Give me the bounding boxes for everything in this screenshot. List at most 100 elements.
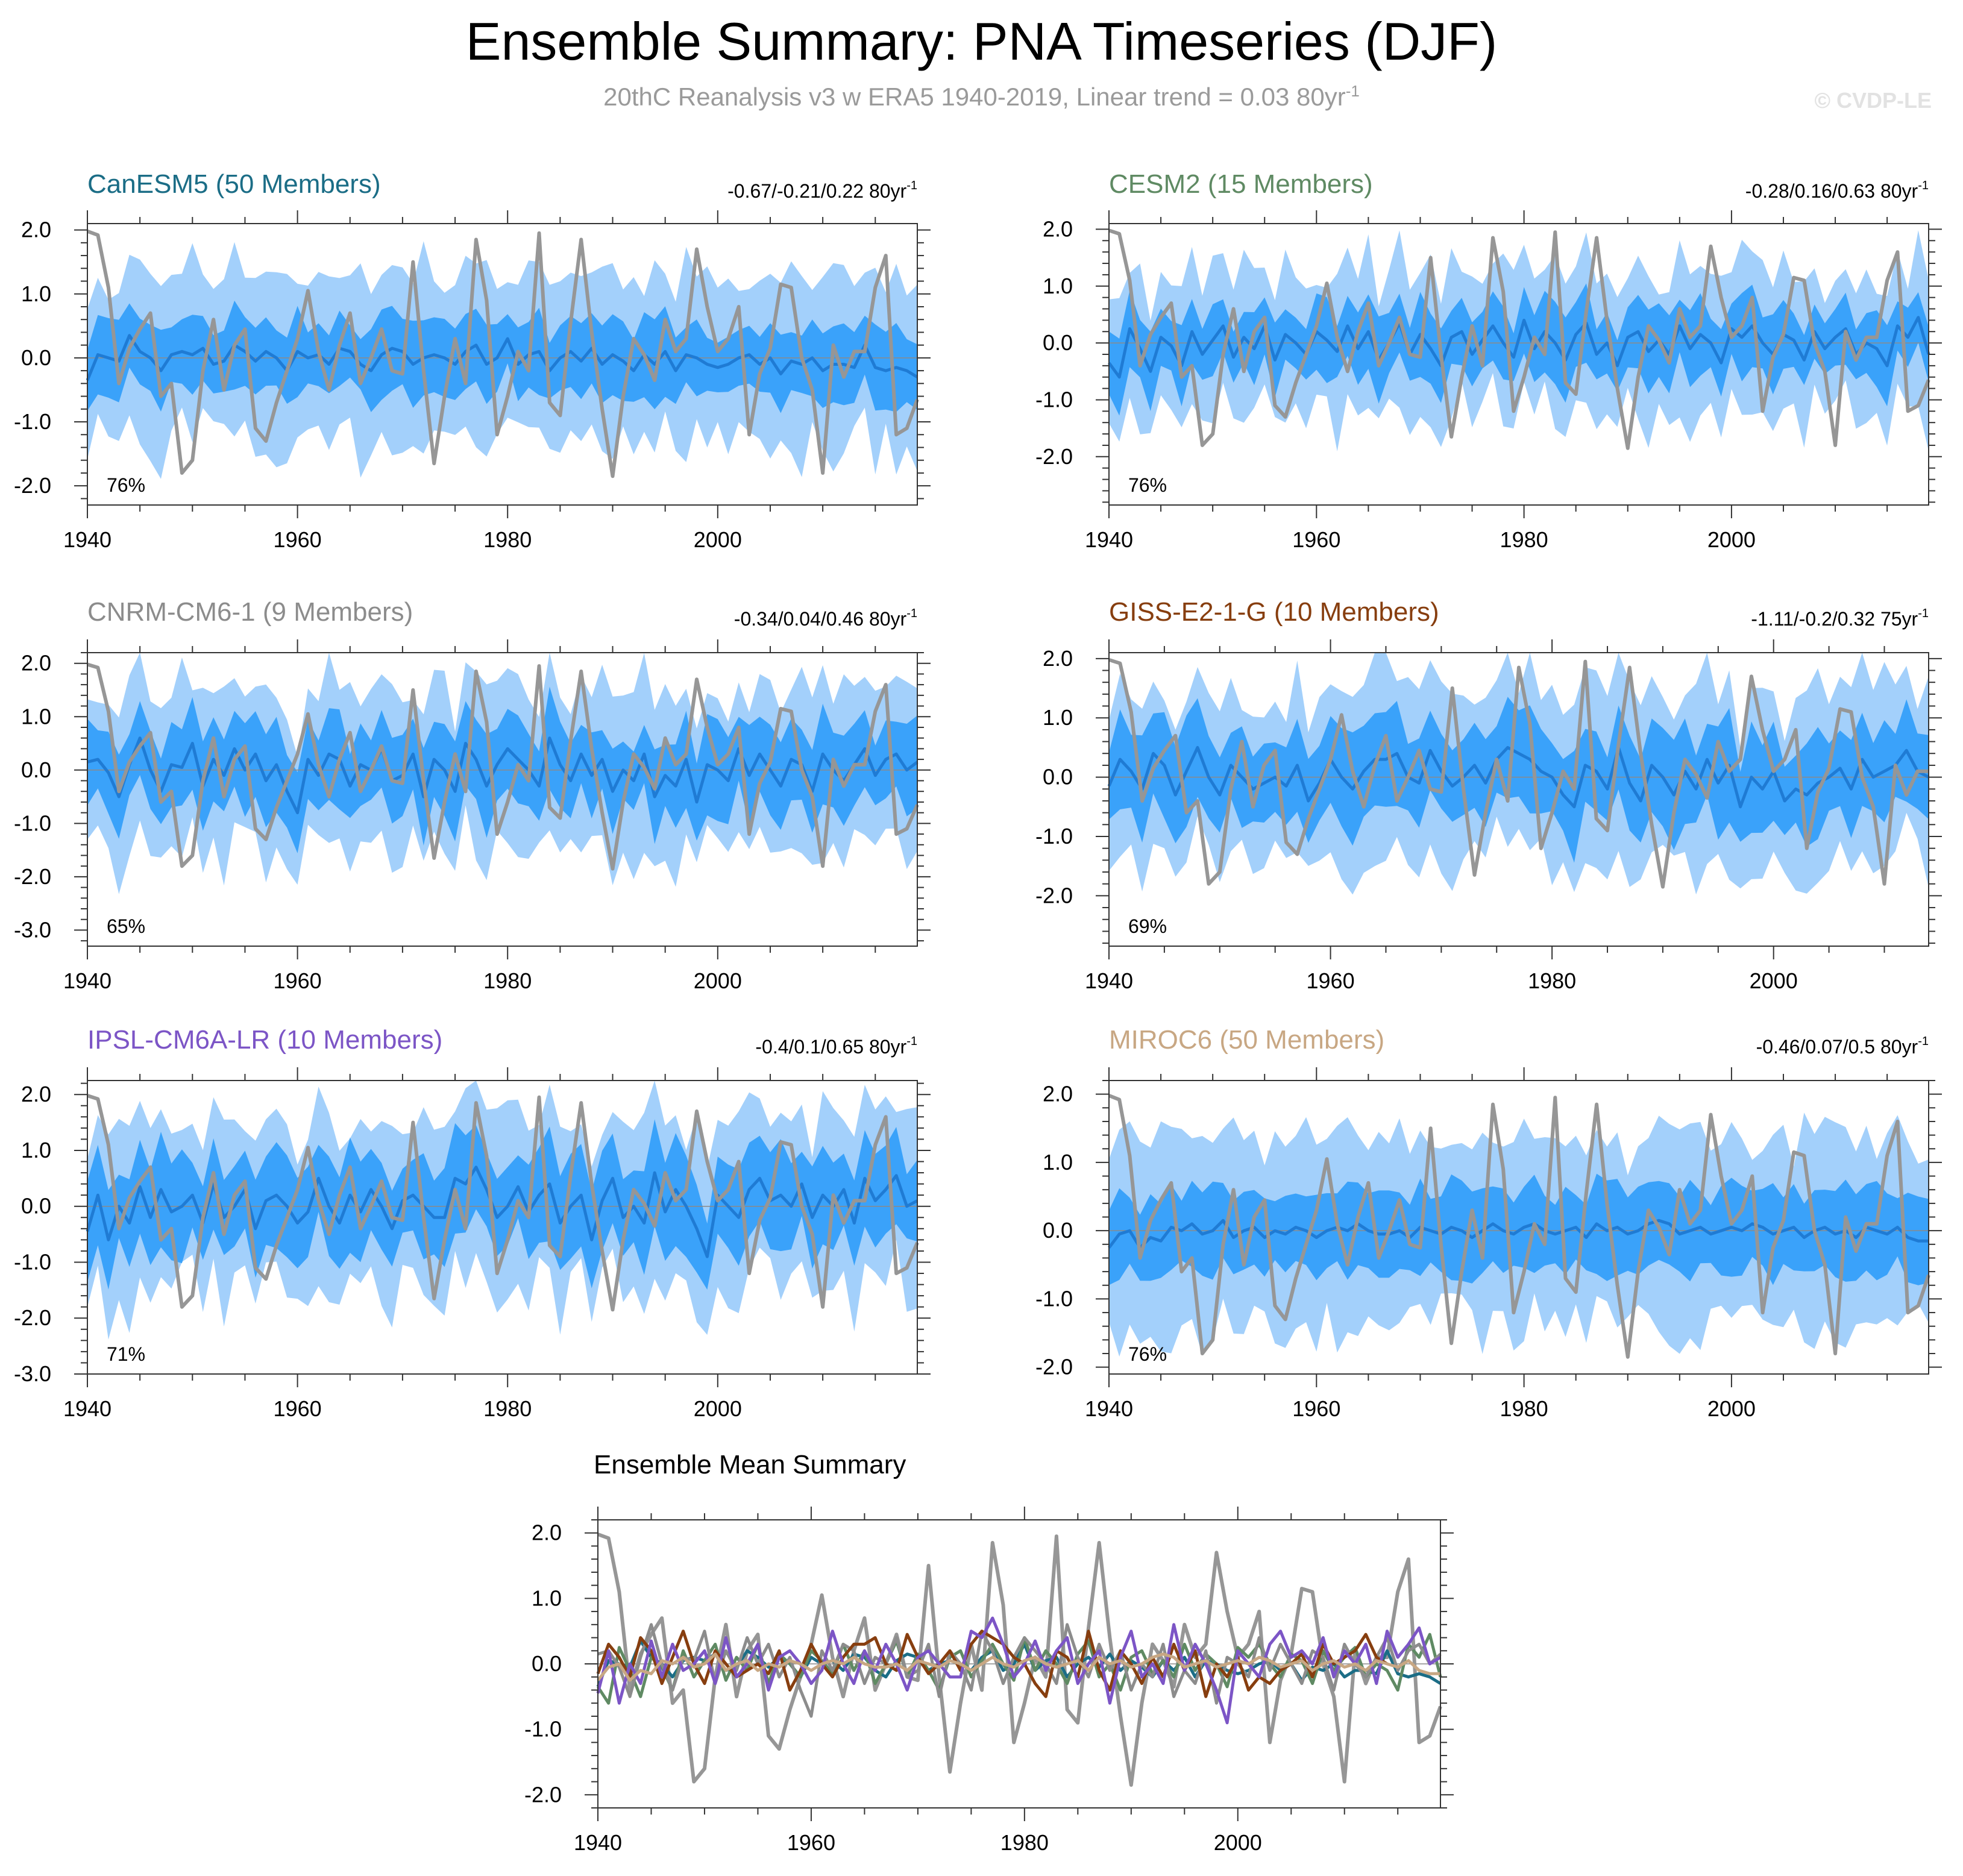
- chart-panel-miroc6: -2.0 -1.0 0.0 1.0 2.0 1940 1960 1980 2000 MIROC6 …: [1035, 1025, 1942, 1421]
- y-tick-label: -1.0: [14, 1249, 51, 1274]
- x-tick-label: 1980: [1500, 527, 1548, 552]
- ensemble-mean-line-cnrm: [597, 1623, 1442, 1718]
- observed-line: [1108, 228, 1930, 450]
- y-tick-label: 2.0: [1043, 646, 1073, 671]
- y-tick-label: 0.0: [1043, 1218, 1073, 1243]
- trend-label: -0.67/-0.21/0.22 80yr-1: [727, 179, 917, 202]
- y-tick-label: -1.0: [14, 811, 51, 835]
- ensemble-mean-line: [87, 736, 919, 815]
- y-tick-label: -2.0: [1035, 1355, 1073, 1379]
- trend-label-exponent: -1: [1918, 1035, 1929, 1048]
- x-tick-label: 1940: [63, 527, 111, 552]
- observed-line: [1108, 657, 1929, 889]
- percent-label: 69%: [1128, 915, 1167, 937]
- x-tick-label: 1940: [574, 1830, 622, 1855]
- panel-title: CNRM-CM6-1 (9 Members): [87, 597, 413, 627]
- y-tick-label: 1.0: [1043, 705, 1073, 730]
- y-tick-label: -2.0: [14, 473, 51, 498]
- y-tick-label: 1.0: [532, 1586, 562, 1610]
- plot-frame: [1108, 223, 1929, 506]
- trend-label: -0.4/0.1/0.65 80yr-1: [755, 1035, 917, 1058]
- x-tick-label: 1980: [483, 1396, 532, 1421]
- x-tick-label: 2000: [694, 968, 742, 993]
- y-tick-label: -3.0: [14, 1361, 51, 1386]
- trend-label: -0.46/0.07/0.5 80yr-1: [1756, 1035, 1929, 1058]
- ensemble-interquartile-band: [1109, 697, 1929, 863]
- page-title: Ensemble Summary: PNA Timeseries (DJF): [465, 11, 1498, 71]
- trend-label-exponent: -1: [906, 179, 917, 192]
- y-tick-label: 0.0: [1043, 765, 1073, 789]
- x-tick-label: 2000: [1707, 1396, 1756, 1421]
- subtitle-exponent: -1: [1345, 82, 1360, 100]
- y-tick-label: -1.0: [1035, 387, 1073, 412]
- percent-label: 71%: [107, 1343, 145, 1365]
- ensemble-mean-line: [86, 1165, 919, 1258]
- x-tick-label: 1980: [1000, 1830, 1049, 1855]
- y-tick-label: 0.0: [1043, 330, 1073, 355]
- chart-panel-canesm5: -2.0 -1.0 0.0 1.0 2.0 1940 1960 1980 2000 CanESM5…: [14, 169, 931, 552]
- trend-label-exponent: -1: [906, 1035, 917, 1048]
- plot-frame: [1108, 652, 1929, 947]
- y-tick-label: -1.0: [1035, 1286, 1073, 1311]
- x-tick-label: 2000: [1750, 968, 1798, 993]
- trend-label-text: -1.11/-0.2/0.32 75yr: [1751, 608, 1918, 630]
- x-tick-label: 2000: [1214, 1830, 1262, 1855]
- x-tick-label: 1960: [274, 527, 322, 552]
- trend-label-text: -0.67/-0.21/0.22 80yr: [727, 180, 906, 202]
- x-tick-label: 1960: [787, 1830, 835, 1855]
- x-tick-label: 1980: [483, 527, 532, 552]
- y-tick-label: 0.0: [21, 1194, 51, 1219]
- x-tick-label: 1960: [1292, 527, 1340, 552]
- y-tick-label: -2.0: [1035, 883, 1073, 908]
- trend-label: -0.28/0.16/0.63 80yr-1: [1745, 179, 1929, 202]
- chart-panel-giss: -2.0 -1.0 0.0 1.0 2.0 1940 1960 1980 2000 GISS-E2…: [1035, 597, 1942, 993]
- plot-frame: [87, 652, 918, 947]
- trend-label-text: -0.46/0.07/0.5 80yr: [1756, 1036, 1918, 1058]
- x-tick-label: 1980: [1500, 1396, 1548, 1421]
- x-tick-label: 1960: [274, 1396, 322, 1421]
- y-tick-label: 2.0: [1043, 216, 1073, 241]
- ensemble-interquartile-band: [87, 300, 917, 413]
- ensemble-mean-line: [1107, 745, 1930, 809]
- y-tick-label: 0.0: [532, 1651, 562, 1676]
- y-tick-label: 1.0: [21, 281, 51, 306]
- x-tick-label: 1940: [63, 968, 111, 993]
- ensemble-mean-line: [86, 334, 919, 381]
- y-tick-label: -1.0: [1035, 824, 1073, 849]
- y-tick-label: -3.0: [14, 917, 51, 942]
- x-tick-label: 2000: [694, 527, 742, 552]
- trend-label-exponent: -1: [1918, 607, 1929, 620]
- y-tick-label: 2.0: [21, 218, 51, 242]
- y-tick-label: -1.0: [524, 1717, 562, 1742]
- x-tick-label: 1980: [1528, 968, 1576, 993]
- x-tick-label: 1980: [483, 968, 532, 993]
- ensemble-mean-line-miroc6: [597, 1652, 1440, 1682]
- chart-panel-cnrm: -3.0 -2.0 -1.0 0.0 1.0 2.0 1940 1960 1980 2000 CNR…: [14, 597, 931, 993]
- plot-frame: [1108, 1080, 1929, 1375]
- y-tick-label: -2.0: [14, 864, 51, 889]
- chart-panel-cesm2: -2.0 -1.0 0.0 1.0 2.0 1940 1960 1980 2000 CESM2 (…: [1035, 169, 1942, 552]
- observed-line: [87, 1094, 919, 1312]
- y-tick-label: 1.0: [21, 704, 51, 729]
- x-tick-label: 1940: [1085, 968, 1133, 993]
- y-tick-label: 2.0: [1043, 1082, 1073, 1106]
- x-tick-label: 1940: [63, 1396, 111, 1421]
- y-tick-label: 0.0: [21, 758, 51, 782]
- percent-label: 65%: [107, 915, 145, 937]
- y-tick-label: -2.0: [14, 1305, 51, 1330]
- x-tick-label: 1940: [1085, 527, 1133, 552]
- trend-label-text: -0.4/0.1/0.65 80yr: [755, 1036, 906, 1058]
- y-tick-label: 1.0: [1043, 274, 1073, 298]
- panel-title: GISS-E2-1-G (10 Members): [1109, 597, 1439, 627]
- observed-line: [87, 662, 919, 871]
- x-tick-label: 2000: [694, 1396, 742, 1421]
- y-tick-label: 0.0: [21, 345, 51, 370]
- trend-label-exponent: -1: [1918, 179, 1929, 192]
- ensemble-mean-line-ipsl: [596, 1616, 1442, 1725]
- chart-panel-ipsl: -3.0 -2.0 -1.0 0.0 1.0 2.0 1940 1960 1980 2000 IPS…: [14, 1025, 931, 1421]
- trend-label-text: -0.34/0.04/0.46 80yr: [734, 608, 907, 630]
- y-tick-label: 1.0: [1043, 1150, 1073, 1175]
- plot-frame: [87, 1080, 918, 1375]
- percent-label: 76%: [107, 474, 145, 496]
- x-tick-label: 1960: [274, 968, 322, 993]
